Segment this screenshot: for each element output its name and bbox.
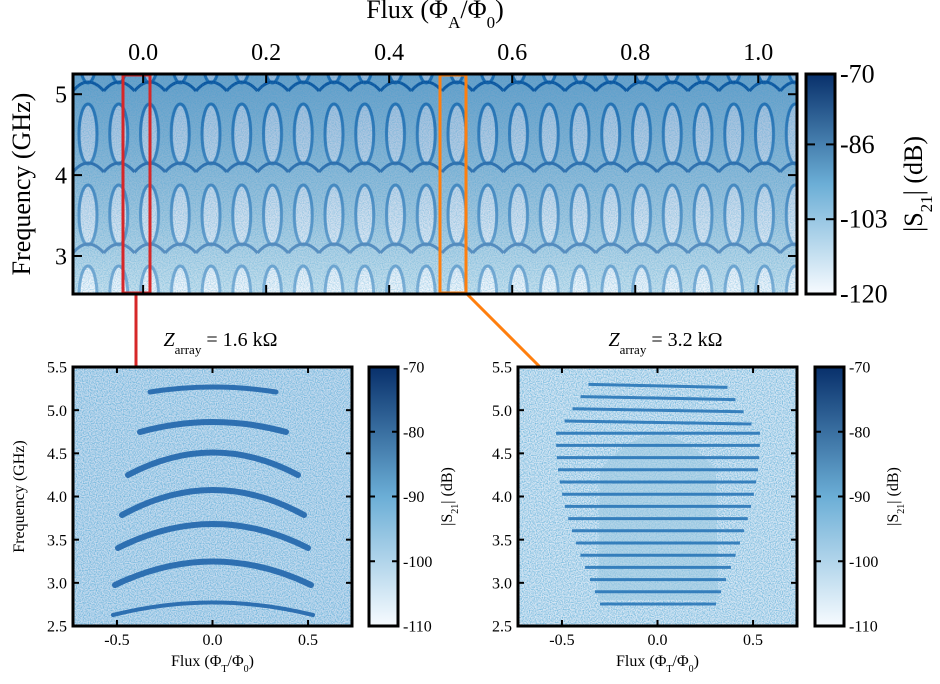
- x-tick-label: 0.6: [497, 40, 527, 66]
- colorbar-label-part: 21: [450, 504, 461, 514]
- x-tick-label: 0.4: [374, 40, 404, 66]
- x-tick-label: -0.5: [104, 632, 129, 649]
- y-tick-label: 5.5: [47, 360, 67, 377]
- x-tick-label: 0.8: [620, 40, 650, 66]
- y-tick-label: 4.0: [492, 489, 512, 506]
- x-tick-label: 0.0: [648, 632, 668, 649]
- colorbar-label-part: | (dB): [899, 136, 928, 195]
- x-axis-label-part: 0: [487, 13, 496, 32]
- heatmap-image: [73, 367, 352, 626]
- colorbar-label-part: |S: [439, 514, 456, 526]
- colorbar-label-part: | (dB): [885, 467, 902, 504]
- colorbar-tick-label: -70: [403, 360, 424, 377]
- y-tick-label: 5.0: [47, 403, 67, 420]
- colorbar-label-part: |S: [899, 212, 928, 232]
- colorbar-tick-label: -100: [403, 554, 432, 571]
- colorbar-tick-label: -80: [403, 424, 424, 441]
- colorbar-label-part: 21: [896, 504, 907, 514]
- chart-title-part: = 1.6 kΩ: [201, 329, 277, 351]
- x-axis-label: Flux (ΦT/Φ0): [616, 653, 699, 675]
- x-axis-label-part: /Φ: [228, 653, 244, 670]
- y-tick-label: 3.5: [47, 532, 67, 549]
- x-axis-label-part: T: [221, 664, 227, 675]
- x-tick-label: 1.0: [743, 40, 773, 66]
- y-tick-label: 5: [55, 83, 67, 109]
- colorbar-tick-label: -80: [849, 424, 870, 441]
- x-axis-label-part: ): [249, 653, 254, 670]
- y-axis-label: Frequency (GHz): [11, 440, 28, 552]
- colorbar: [804, 72, 837, 296]
- x-axis-label-part: ): [694, 653, 699, 670]
- x-axis-label-part: Flux (Φ: [616, 653, 667, 670]
- plot-frame: [71, 72, 799, 296]
- y-tick-label: 3.0: [492, 575, 512, 592]
- y-tick-label: 4.5: [492, 446, 512, 463]
- heatmap-image: [73, 74, 797, 294]
- colorbar-tick-label: -70: [840, 59, 875, 88]
- chart-title-part: Z: [164, 329, 176, 351]
- y-tick-label: 3.5: [492, 532, 512, 549]
- chart-title-part: = 3.2 kΩ: [646, 329, 722, 351]
- y-tick-label: 3.0: [47, 575, 67, 592]
- y-tick-label: 5.5: [492, 360, 512, 377]
- colorbar-tick-label: -110: [849, 619, 878, 636]
- y-tick-label: 2.5: [492, 619, 512, 636]
- x-tick-label: -0.5: [549, 632, 574, 649]
- chart-title: Zarray = 3.2 kΩ: [609, 329, 723, 357]
- y-axis-label: Frequency (GHz): [7, 93, 36, 276]
- x-axis-label-part: Flux (Φ: [366, 0, 448, 24]
- colorbar-label: |S21| (dB): [885, 467, 907, 526]
- y-tick-label: 5.0: [492, 403, 512, 420]
- connector: [464, 291, 542, 369]
- colorbar-tick-label: -103: [840, 205, 888, 234]
- colorbar-tick-label: -120: [840, 279, 888, 308]
- colorbar-label-part: | (dB): [439, 467, 456, 504]
- x-axis-label-part: /Φ: [673, 653, 689, 670]
- chart-title-part: array: [175, 342, 202, 357]
- colorbar-tick-label: -100: [849, 554, 878, 571]
- x-axis-label: Flux (ΦT/Φ0): [171, 653, 254, 675]
- colorbar-tick-label: -90: [849, 489, 870, 506]
- colorbar-label: |S21| (dB): [899, 136, 936, 232]
- x-axis-label-part: 0: [689, 664, 694, 675]
- x-axis-label-part: ): [495, 0, 504, 24]
- x-axis-label-part: /Φ: [460, 0, 486, 24]
- y-tick-label: 2.5: [47, 619, 67, 636]
- chart-title: Zarray = 1.6 kΩ: [164, 329, 278, 357]
- y-tick-label: 4: [55, 164, 67, 190]
- x-axis-label: Flux (ΦA/Φ0): [366, 0, 504, 32]
- x-tick-label: 0.0: [203, 632, 223, 649]
- x-axis-label-part: T: [666, 664, 672, 675]
- colorbar-label: |S21| (dB): [439, 467, 461, 526]
- colorbar-tick-label: -70: [849, 360, 870, 377]
- x-axis-label-part: 0: [244, 664, 249, 675]
- x-axis-label-part: Flux (Φ: [171, 653, 222, 670]
- colorbar-label-part: 21: [917, 195, 936, 212]
- y-tick-label: 4.0: [47, 489, 67, 506]
- colorbar-tick-label: -90: [403, 489, 424, 506]
- heatmap-image: [518, 367, 797, 626]
- x-tick-label: 0.5: [298, 632, 318, 649]
- y-tick-label: 3: [55, 244, 67, 270]
- x-axis-label-part: A: [448, 13, 461, 32]
- x-tick-label: 0.5: [743, 632, 763, 649]
- x-tick-label: 0.2: [251, 40, 281, 66]
- chart-title-part: array: [620, 342, 647, 357]
- x-tick-label: 0.0: [128, 40, 158, 66]
- colorbar-label-part: |S: [885, 514, 902, 526]
- chart-title-part: Z: [609, 329, 621, 351]
- colorbar-tick-label: -110: [403, 619, 432, 636]
- y-tick-label: 4.5: [47, 446, 67, 463]
- colorbar-tick-label: -86: [840, 130, 875, 159]
